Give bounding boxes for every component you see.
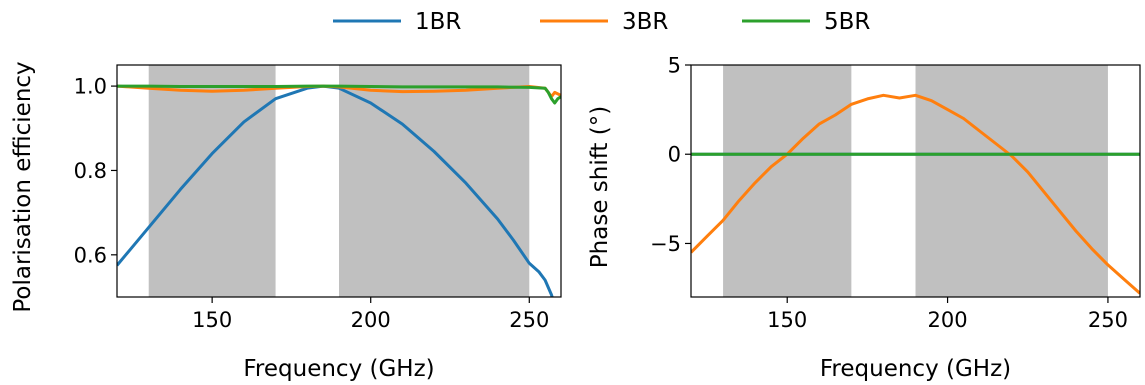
plot-frame xyxy=(690,64,1141,298)
panel-polarisation-efficiency: 150 200 250 0.6 0.8 1.0 Frequency (GHz) Polaris… xyxy=(10,61,562,382)
y-tick-label: 1.0 xyxy=(74,75,107,99)
series-line-3br xyxy=(691,93,1140,295)
y-tick-label: 5 xyxy=(668,54,681,78)
legend: 1BR 3BR 5BR xyxy=(333,9,870,35)
legend-label-1br: 1BR xyxy=(415,9,461,35)
shaded-band-1 xyxy=(723,65,852,297)
series-line-1br xyxy=(117,84,554,297)
y-tick-label: 0.6 xyxy=(74,243,107,267)
x-tick-label: 150 xyxy=(767,308,807,332)
y-tick-label: 0.8 xyxy=(74,159,107,183)
x-tick-label: 250 xyxy=(509,308,549,332)
x-tick-label: 150 xyxy=(192,308,232,332)
x-tick-label: 200 xyxy=(928,308,968,332)
plot-frame xyxy=(116,64,562,298)
legend-label-5br: 5BR xyxy=(824,9,870,35)
x-axis-label: Frequency (GHz) xyxy=(243,356,434,382)
y-tick-label: 0 xyxy=(668,143,681,167)
panel-phase-shift: 150 200 250 −5 0 5 Frequency (GHz) Phase shift … xyxy=(587,54,1141,382)
series-group xyxy=(691,93,1140,295)
x-tick-label: 200 xyxy=(351,308,391,332)
x-axis-label: Frequency (GHz) xyxy=(820,356,1011,382)
legend-label-3br: 3BR xyxy=(622,9,668,35)
y-axis-label: Phase shift (°) xyxy=(587,106,613,268)
shaded-band-1 xyxy=(148,65,276,297)
series-line-5br xyxy=(117,84,561,105)
shaded-band-2 xyxy=(339,65,530,297)
y-axis-label: Polarisation efficiency xyxy=(10,61,36,312)
x-tick-label: 250 xyxy=(1088,308,1128,332)
series-group xyxy=(117,84,561,297)
shaded-band-2 xyxy=(915,65,1108,297)
y-tick-label: −5 xyxy=(650,232,681,256)
